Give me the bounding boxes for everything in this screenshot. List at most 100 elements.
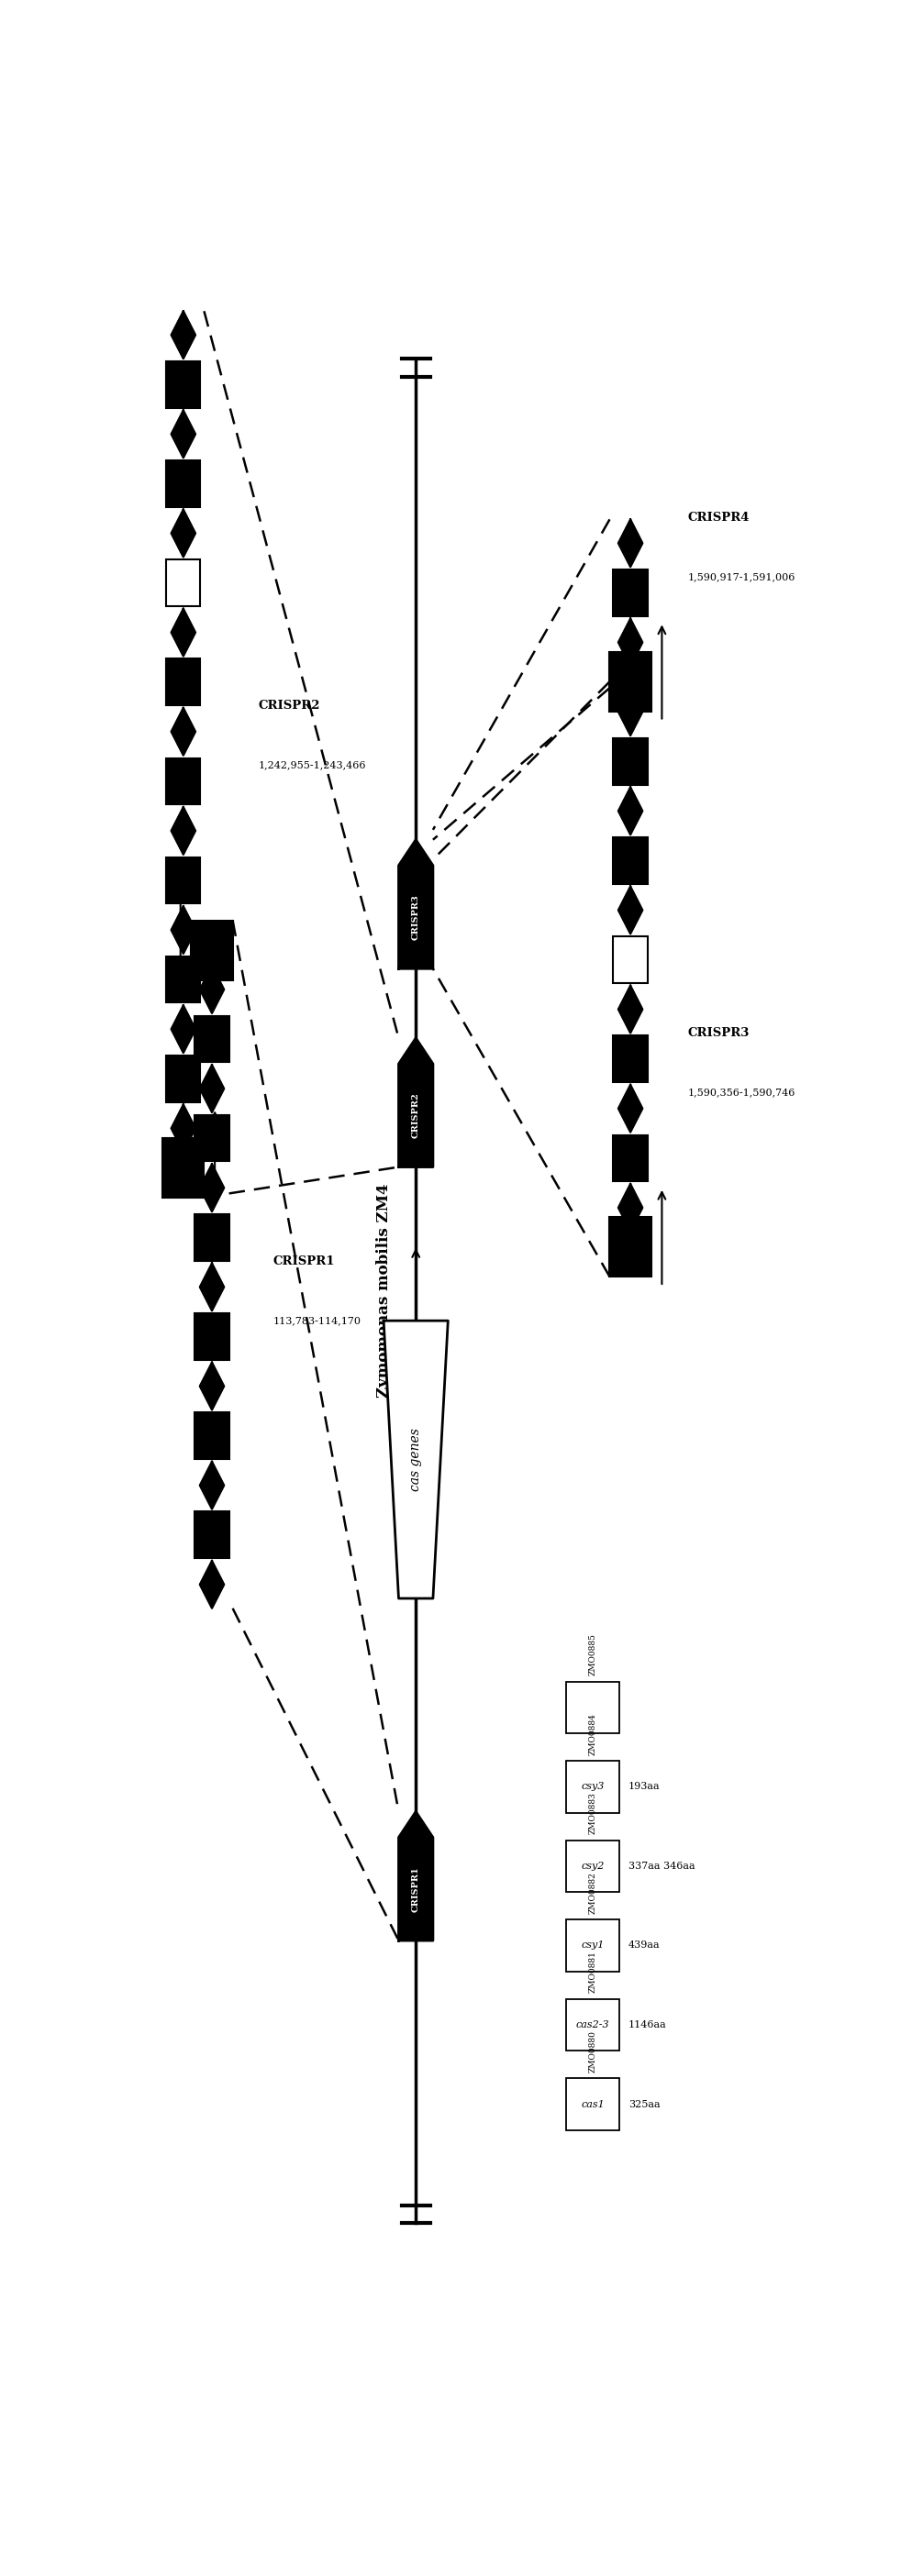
Polygon shape [171,410,196,459]
Text: 113,783-114,170: 113,783-114,170 [273,1316,361,1324]
Text: S5: S5 [627,855,634,868]
Text: S6: S6 [179,577,187,590]
Text: S6: S6 [627,755,634,768]
Bar [195,1314,229,1360]
Polygon shape [171,510,196,556]
Bar [195,1512,229,1558]
Text: ZMO0885: ZMO0885 [589,1633,597,1677]
Bar [166,956,200,1002]
Text: S2: S2 [179,974,187,987]
Text: S6: S6 [208,1033,216,1046]
Text: ZMO0881: ZMO0881 [589,1950,597,1994]
Bar [566,1919,619,1971]
Polygon shape [618,688,642,737]
Text: S1: S1 [627,587,634,600]
Text: ZMO0884: ZMO0884 [589,1713,597,1754]
Polygon shape [618,618,642,667]
Polygon shape [199,1363,224,1409]
Polygon shape [618,987,642,1033]
Bar [166,461,200,507]
Polygon shape [399,1811,433,1940]
Bar [166,559,200,605]
Bar [195,1412,229,1458]
Text: Zymomonas mobilis ZM4: Zymomonas mobilis ZM4 [376,1185,391,1399]
Bar [566,1762,619,1814]
Text: csy3: csy3 [581,1783,605,1790]
Polygon shape [171,708,196,755]
Text: CRISPR3: CRISPR3 [412,894,420,940]
Bar [610,1218,651,1278]
Text: 1146aa: 1146aa [629,2020,666,2030]
Polygon shape [618,788,642,835]
Bar [566,1682,619,1734]
Polygon shape [199,1262,224,1311]
Text: 193aa: 193aa [629,1783,660,1790]
Text: CRISPR2: CRISPR2 [412,1092,420,1139]
Text: CRISPR3: CRISPR3 [688,1028,749,1038]
Polygon shape [618,1185,642,1231]
Polygon shape [171,608,196,657]
Text: ZMO0880: ZMO0880 [589,2030,597,2074]
Bar [162,1139,204,1198]
Text: 439aa: 439aa [629,1940,660,1950]
Text: S8: S8 [179,379,187,392]
Polygon shape [384,1321,448,1597]
Text: S2: S2 [208,1430,216,1443]
Bar [166,858,200,904]
Polygon shape [171,1105,196,1151]
Text: S5: S5 [208,1131,216,1144]
Text: cas1: cas1 [581,2099,605,2110]
Text: S2: S2 [627,1151,634,1164]
Text: S3: S3 [208,1329,216,1342]
Polygon shape [618,886,642,935]
Bar [166,659,200,706]
Bar [191,920,233,979]
Text: 325aa: 325aa [629,2099,660,2110]
Text: S1: S1 [208,1528,216,1540]
Text: ZMO0882: ZMO0882 [589,1873,597,1914]
Bar [166,361,200,407]
Polygon shape [199,966,224,1012]
Bar [195,1115,229,1162]
Text: CRISPR4: CRISPR4 [688,513,749,523]
Polygon shape [199,1461,224,1510]
Polygon shape [618,1084,642,1133]
Text: cas2-3: cas2-3 [576,2020,610,2030]
Polygon shape [199,1561,224,1607]
Bar [613,1036,648,1082]
Bar [613,938,648,984]
Bar [166,757,200,804]
Text: CRISPR1: CRISPR1 [273,1255,335,1267]
Text: S1: S1 [179,1072,187,1084]
Text: cas genes: cas genes [410,1427,422,1492]
Bar [566,2079,619,2130]
Bar [566,1839,619,1891]
Text: S7: S7 [179,477,187,489]
Polygon shape [199,1164,224,1211]
Text: csy2: csy2 [581,1862,605,1870]
Text: S4: S4 [208,1231,216,1244]
Text: 1,242,955-1,243,466: 1,242,955-1,243,466 [258,760,366,770]
Polygon shape [399,1038,433,1167]
Polygon shape [399,840,433,969]
Text: S3: S3 [179,873,187,886]
Bar [166,1056,200,1103]
Polygon shape [171,806,196,855]
Bar [613,1136,648,1182]
Polygon shape [171,312,196,358]
Bar [566,1999,619,2050]
Text: ZMO0883: ZMO0883 [589,1793,597,1834]
Bar [610,652,651,711]
Text: CRISPR2: CRISPR2 [258,701,320,711]
Polygon shape [171,907,196,953]
Bar [613,569,648,616]
Bar [195,1213,229,1260]
Bar [613,739,648,786]
Polygon shape [199,1064,224,1113]
Text: 1,590,917-1,591,006: 1,590,917-1,591,006 [688,572,796,582]
Text: S4: S4 [179,775,187,788]
Text: 1,590,356-1,590,746: 1,590,356-1,590,746 [688,1087,796,1097]
Polygon shape [618,520,642,567]
Text: csy1: csy1 [581,1940,605,1950]
Text: S3: S3 [627,1054,634,1066]
